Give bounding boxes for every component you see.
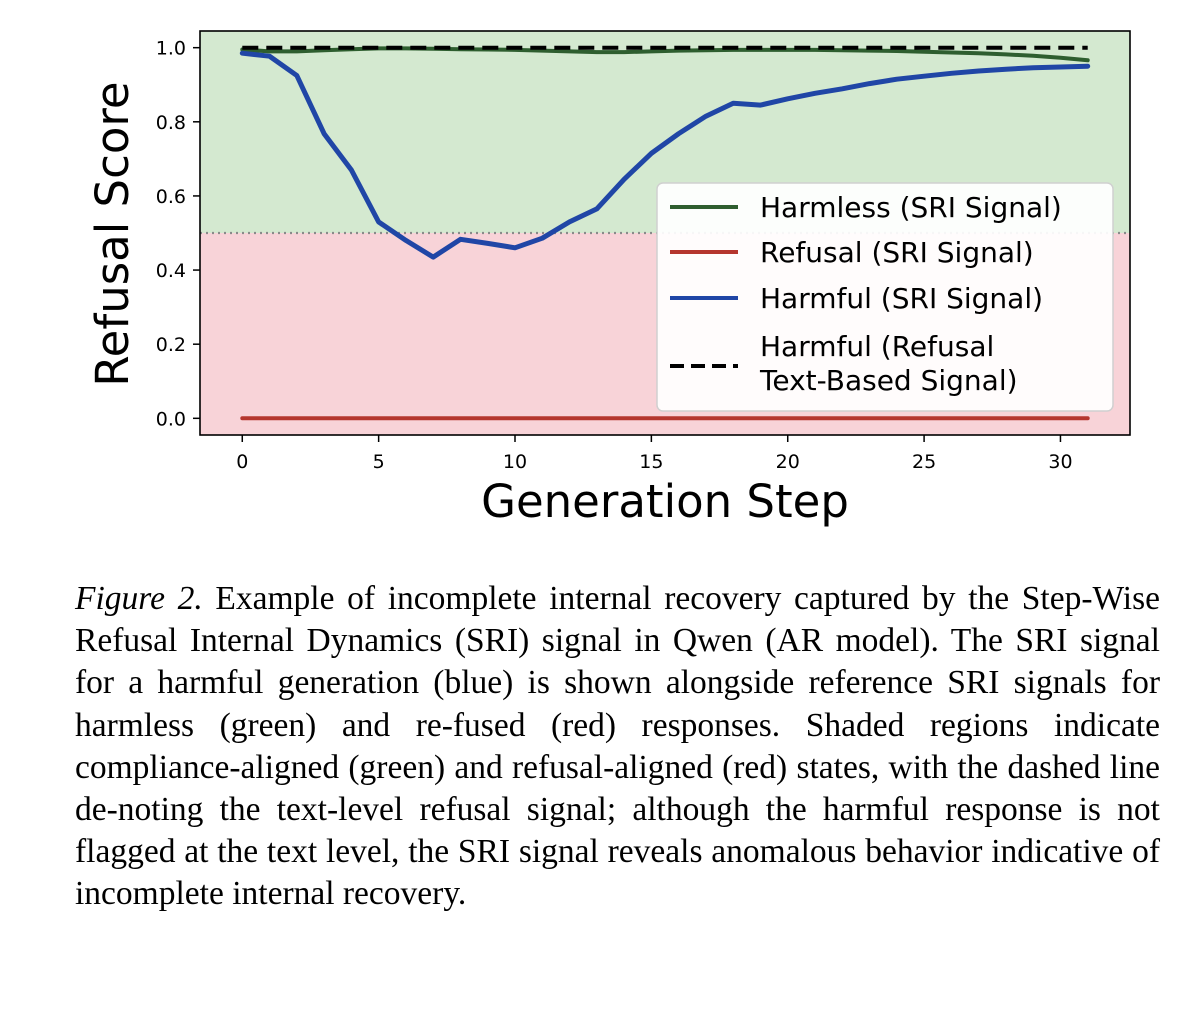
- legend-label-harmful-refusal-text-based-signal-line-1: Harmful (Refusal: [760, 330, 994, 363]
- x-tick-label: 5: [373, 451, 385, 473]
- x-tick-label: 20: [776, 451, 800, 473]
- legend: Harmless (SRI Signal) Refusal (SRI Signal…: [656, 182, 1114, 412]
- figure-caption: Figure 2. Example of incomplete internal…: [75, 578, 1160, 916]
- y-tick-label: 0.2: [156, 334, 186, 356]
- y-tick-label: 0.4: [156, 260, 186, 282]
- y-tick-label: 0.0: [156, 408, 186, 430]
- y-tick-label: 0.8: [156, 112, 186, 134]
- series-line-harmful-sri-signal: [239, 50, 1091, 260]
- axis-ticks: 0 5 10 15 20 25 30 0.0 0.2 0.4 0.6 0.8 1.0: [156, 38, 1073, 473]
- series-line-harmless-sri-signal: [240, 46, 1090, 63]
- legend-box: [656, 182, 1114, 412]
- legend-label-harmful-refusal-text-based-signal-line-2: Text-Based Signal): [759, 364, 1018, 397]
- series-lines: [239, 45, 1091, 421]
- figure-label: Figure 2.: [75, 580, 203, 617]
- plot-frame: [199, 30, 1131, 436]
- caption-text: Example of incomplete internal recovery …: [75, 580, 1160, 913]
- legend-label-refusal-sri-signal: Refusal (SRI Signal): [760, 236, 1034, 269]
- legend-label-harmful-sri-signal: Harmful (SRI Signal): [760, 282, 1043, 315]
- y-tick-label: 1.0: [156, 38, 186, 60]
- x-tick-label: 30: [1048, 451, 1072, 473]
- x-tick-label: 10: [503, 451, 527, 473]
- x-axis-label: Generation Step: [481, 475, 849, 528]
- x-tick-label: 25: [912, 451, 936, 473]
- y-axis-label: Refusal Score: [86, 81, 139, 386]
- y-tick-label: 0.6: [156, 186, 186, 208]
- x-tick-label: 15: [639, 451, 663, 473]
- refusal-score-chart: 0 5 10 15 20 25 30 0.0 0.2 0.4 0.6 0.8 1.0 Refusal S…: [86, 30, 1131, 528]
- legend-label-harmless-sri-signal: Harmless (SRI Signal): [760, 191, 1062, 224]
- x-tick-label: 0: [236, 451, 248, 473]
